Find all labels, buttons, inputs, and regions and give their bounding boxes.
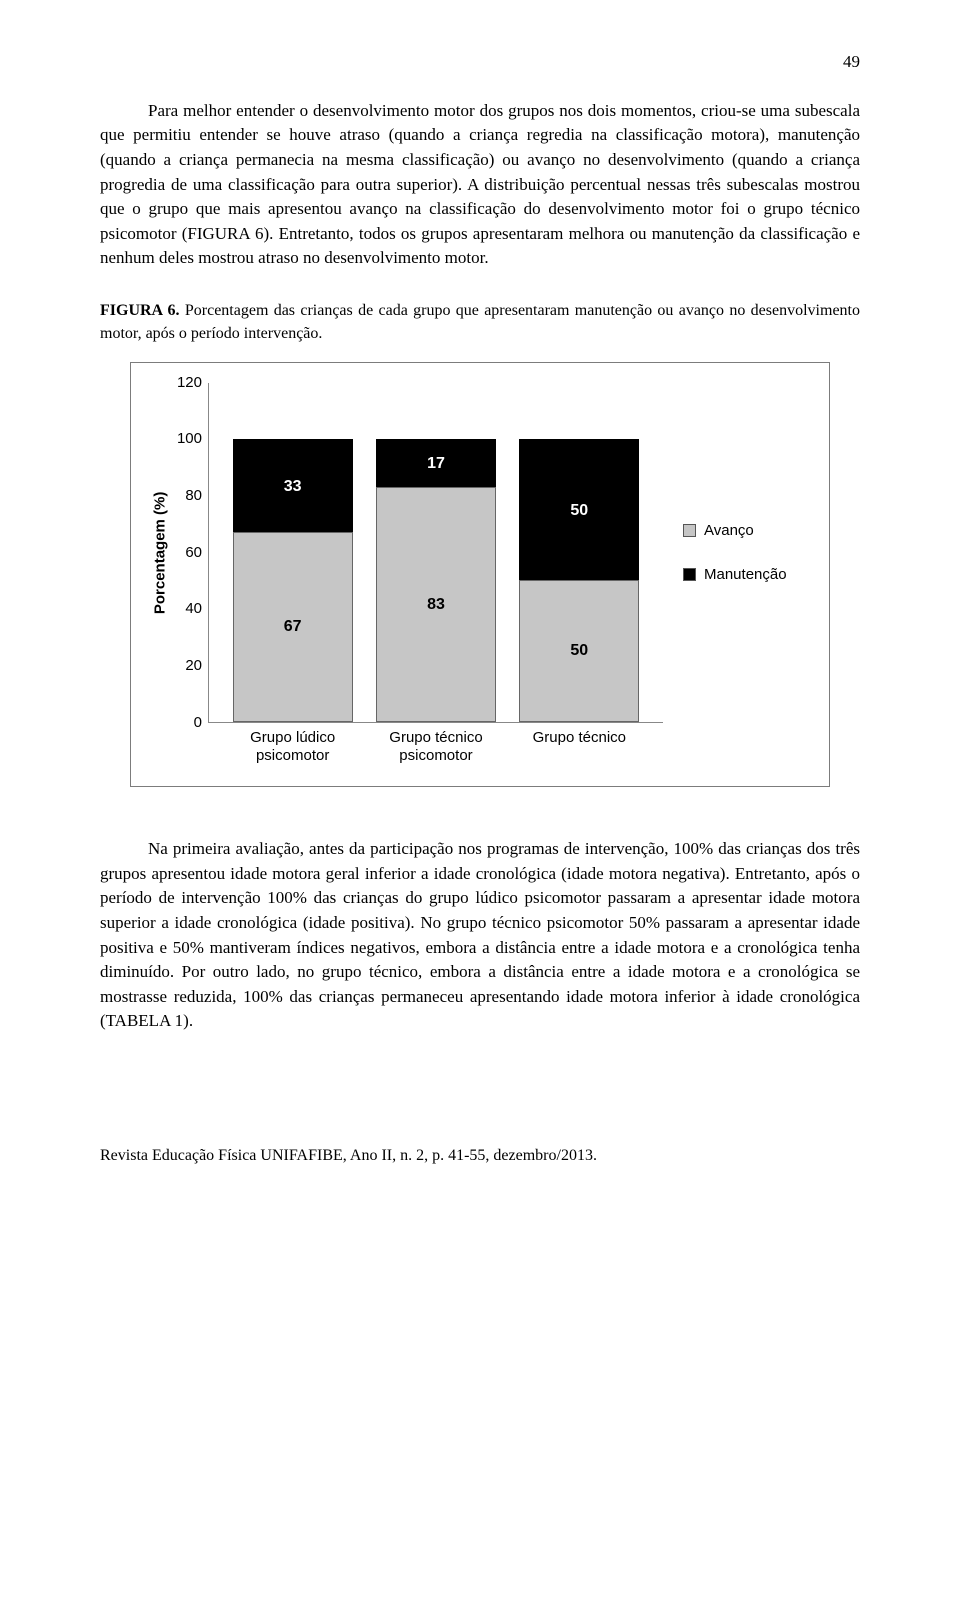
stacked-bar: 5050 — [519, 439, 639, 722]
y-tick: 80 — [185, 485, 202, 507]
y-axis-label-wrap: Porcentagem (%) — [147, 383, 173, 723]
bar-segment-manutencao: 33 — [233, 439, 353, 532]
y-axis-label: Porcentagem (%) — [149, 491, 171, 614]
figure-label: FIGURA 6. — [100, 302, 180, 319]
x-axis: Grupo lúdico psicomotor Grupo técnico psi… — [147, 729, 813, 767]
y-tick: 20 — [185, 655, 202, 677]
x-categories: Grupo lúdico psicomotor Grupo técnico psi… — [209, 729, 663, 767]
legend-item-manutencao: Manutenção — [683, 564, 813, 586]
x-category-label: Grupo técnico psicomotor — [376, 729, 496, 767]
bar-segment-manutencao: 50 — [519, 439, 639, 580]
bar-column: 6733 — [233, 383, 353, 722]
chart-legend: Avanço Manutenção — [663, 383, 813, 723]
x-category-label: Grupo técnico — [519, 729, 639, 767]
legend-label: Manutenção — [704, 564, 787, 586]
y-axis: 020406080100120 — [173, 383, 209, 723]
paragraph-1: Para melhor entender o desenvolvimento m… — [100, 99, 860, 271]
page-footer: Revista Educação Física UNIFAFIBE, Ano I… — [100, 1144, 860, 1167]
y-tick: 100 — [177, 428, 202, 450]
bar-column: 8317 — [376, 383, 496, 722]
figure-caption-text: Porcentagem das crianças de cada grupo q… — [100, 302, 860, 342]
legend-swatch — [683, 524, 696, 537]
y-tick: 60 — [185, 542, 202, 564]
figure-6-caption: FIGURA 6. Porcentagem das crianças de ca… — [100, 299, 860, 345]
y-tick: 0 — [194, 712, 202, 734]
x-category-label: Grupo lúdico psicomotor — [233, 729, 353, 767]
legend-label: Avanço — [704, 520, 754, 542]
figure-6-chart: Porcentagem (%) 0 20 40 60 80 100 120 67338317… — [130, 362, 830, 788]
legend-swatch — [683, 568, 696, 581]
y-tick: 120 — [177, 372, 202, 394]
bar-segment-avanco: 83 — [376, 487, 496, 721]
bar-segment-manutencao: 17 — [376, 439, 496, 487]
plot-area: 673383175050 — [209, 383, 663, 723]
stacked-bar: 8317 — [376, 439, 496, 722]
legend-item-avanco: Avanço — [683, 520, 813, 542]
y-tick: 40 — [185, 598, 202, 620]
stacked-bar: 6733 — [233, 439, 353, 722]
bar-segment-avanco: 50 — [519, 580, 639, 721]
paragraph-2: Na primeira avaliação, antes da particip… — [100, 837, 860, 1034]
bar-column: 5050 — [519, 383, 639, 722]
page-number: 49 — [100, 50, 860, 75]
bar-segment-avanco: 67 — [233, 532, 353, 721]
